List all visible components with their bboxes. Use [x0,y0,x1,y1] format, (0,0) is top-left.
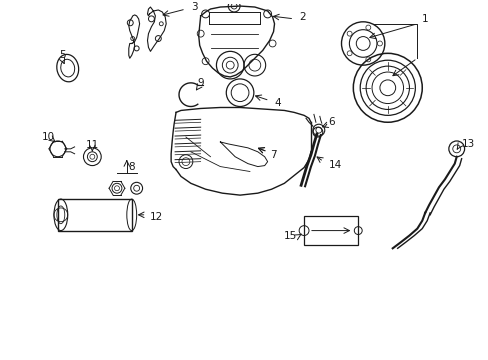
Text: 11: 11 [85,140,99,150]
Text: 7: 7 [269,150,276,160]
Text: 3: 3 [190,2,197,12]
Text: 9: 9 [197,78,203,88]
Text: 2: 2 [299,12,305,22]
Text: 14: 14 [328,159,341,170]
Text: 15: 15 [284,230,297,240]
Text: 10: 10 [41,132,55,142]
Text: 6: 6 [328,117,335,127]
Text: 5: 5 [60,50,66,60]
Bar [304,216,358,246]
Bar [58,199,131,231]
Text: 8: 8 [127,162,134,172]
Text: 13: 13 [461,139,474,149]
Text: 12: 12 [149,212,163,222]
Text: 4: 4 [274,98,281,108]
Text: 1: 1 [422,14,428,24]
